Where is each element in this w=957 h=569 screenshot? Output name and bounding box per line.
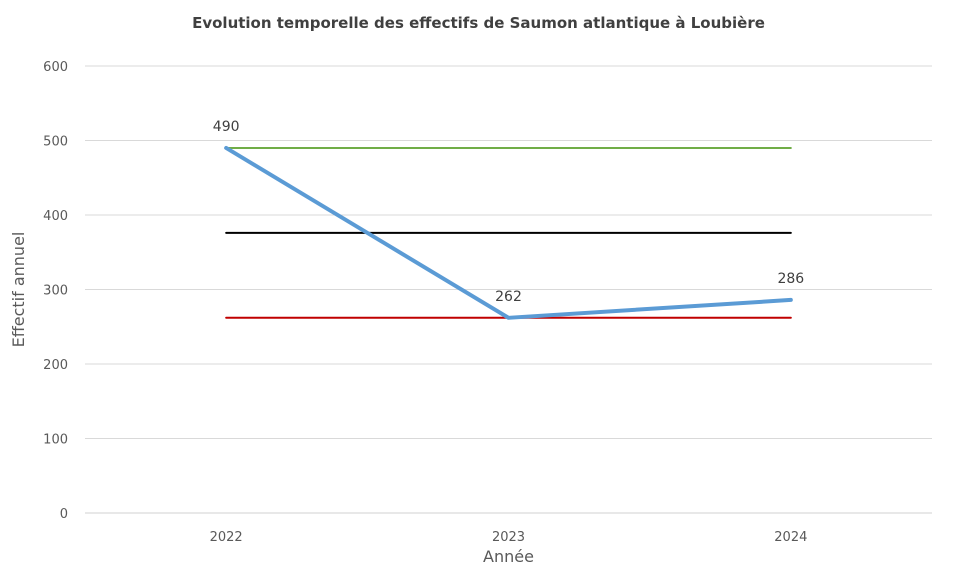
gridlines: [85, 65, 932, 514]
y-tick-label: 600: [43, 60, 68, 75]
x-tick-label: 2023: [492, 530, 525, 545]
x-tick-label: 2024: [774, 530, 807, 545]
y-tick-label: 400: [43, 209, 68, 224]
x-tick-label: 2022: [210, 530, 243, 545]
y-tick-label: 200: [43, 358, 68, 373]
series-lines: [224, 145, 793, 320]
data-label: 490: [213, 119, 240, 135]
series-line: [224, 145, 793, 320]
y-tick-label: 500: [43, 135, 68, 150]
x-axis-title: Année: [483, 547, 534, 566]
y-tick-label: 0: [60, 507, 68, 522]
data-label: 286: [777, 271, 804, 287]
y-tick-label: 300: [43, 284, 68, 299]
data-labels: 490 262 286: [213, 119, 804, 305]
y-axis-title: Effectif annuel: [9, 232, 28, 348]
x-tick-labels: 2022 2023 2024: [210, 530, 808, 545]
y-tick-labels: 0 100 200 300 400 500 600: [43, 60, 68, 522]
data-label: 262: [495, 289, 522, 305]
y-tick-label: 100: [43, 433, 68, 448]
chart-title: Evolution temporelle des effectifs de Sa…: [192, 14, 765, 32]
